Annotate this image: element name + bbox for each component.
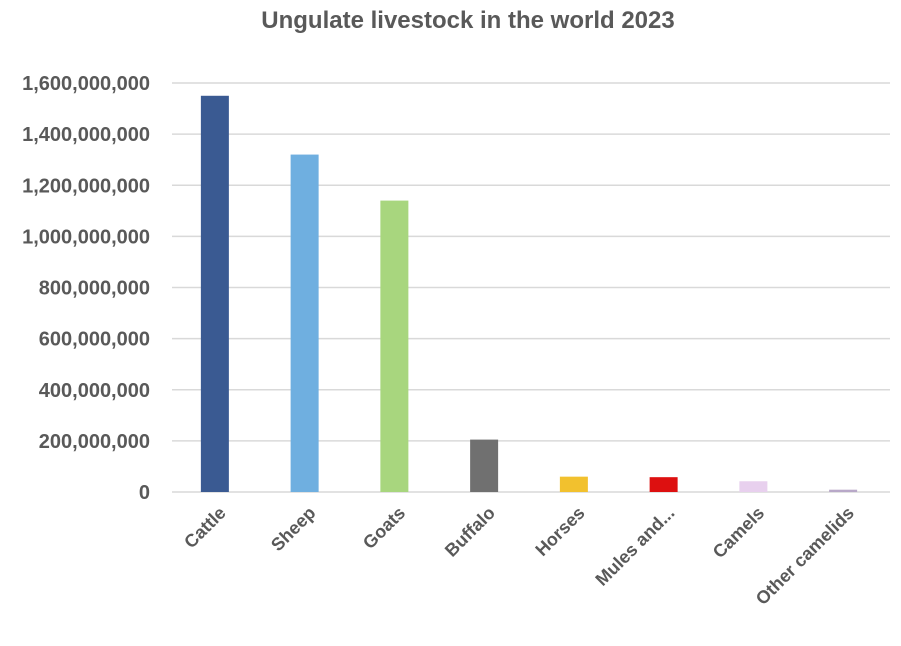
y-tick-label: 0 [139, 482, 150, 504]
bar-sheep [290, 154, 319, 492]
bar-goats [380, 200, 409, 492]
y-tick-label: 200,000,000 [39, 431, 150, 453]
x-tick-label: Other camelids [752, 503, 858, 609]
y-tick-label: 400,000,000 [39, 380, 150, 402]
y-tick-label: 1,600,000,000 [22, 73, 150, 95]
y-tick-label: 600,000,000 [39, 329, 150, 351]
chart-title: Ungulate livestock in the world 2023 [261, 7, 674, 34]
bar-camels [739, 481, 768, 492]
x-tick-label: Horses [531, 503, 588, 560]
bar-buffalo [470, 439, 499, 492]
bar-mules-and [649, 477, 678, 492]
bar-horses [559, 476, 588, 492]
bars [200, 95, 858, 492]
x-tick-label: Sheep [267, 503, 319, 555]
x-tick-label: Cattle [180, 503, 230, 553]
x-tick-label: Camels [709, 503, 768, 562]
x-axis-ticks: Cattle Sheep Goats Buffalo Horses Mules and..… [180, 503, 858, 609]
x-tick-label: Goats [359, 503, 409, 553]
y-tick-label: 1,000,000,000 [22, 226, 150, 248]
bar-cattle [200, 95, 229, 492]
y-axis-ticks: 0 200,000,000 400,000,000 600,000,000 800,00… [22, 73, 150, 504]
x-tick-label: Buffalo [441, 503, 499, 561]
x-tick-label: Mules and... [591, 503, 678, 590]
y-tick-label: 1,400,000,000 [22, 124, 150, 146]
y-tick-label: 1,200,000,000 [22, 175, 150, 197]
y-tick-label: 800,000,000 [39, 278, 150, 300]
gridlines [172, 82, 890, 493]
bar-other-camelids [829, 489, 858, 492]
